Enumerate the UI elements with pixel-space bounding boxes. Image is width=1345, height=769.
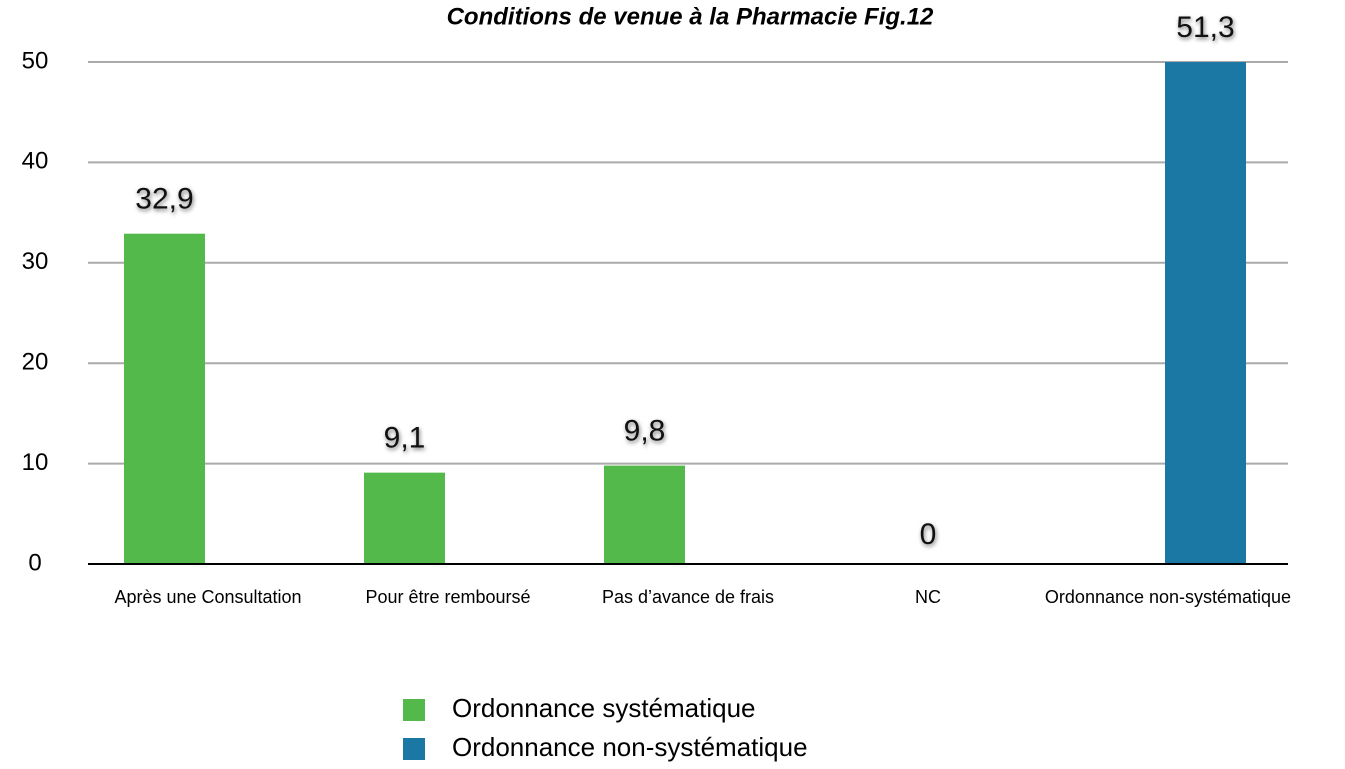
legend-label: Ordonnance non-systématique: [452, 732, 808, 762]
bar: [364, 472, 445, 564]
value-label: 51,3: [1176, 11, 1234, 44]
y-tick-label: 20: [22, 349, 49, 376]
x-tick-label: Ordonnance non-systématique: [1045, 587, 1291, 607]
x-tick-label: Pour être remboursé: [365, 587, 530, 607]
value-label: 32,9: [135, 183, 193, 216]
x-tick-label: NC: [915, 587, 941, 607]
x-tick-label: Après une Consultation: [114, 587, 301, 607]
y-tick-label: 30: [22, 248, 49, 275]
y-tick-label: 0: [28, 549, 41, 576]
legend-label: Ordonnance systématique: [452, 693, 756, 723]
y-tick-label: 40: [22, 148, 49, 175]
legend-swatch: [403, 738, 425, 760]
y-tick-label: 50: [22, 47, 49, 74]
bar: [124, 233, 205, 564]
legend-swatch: [403, 699, 425, 721]
bar: [604, 465, 685, 564]
y-tick-label: 10: [22, 449, 49, 476]
x-tick-label: Pas d’avance de frais: [602, 587, 774, 607]
value-label: 9,8: [624, 415, 666, 448]
value-label: 9,1: [384, 422, 426, 455]
bar: [1165, 62, 1246, 564]
value-label: 0: [920, 518, 937, 551]
chart-title: Conditions de venue à la Pharmacie Fig.1…: [447, 3, 934, 30]
